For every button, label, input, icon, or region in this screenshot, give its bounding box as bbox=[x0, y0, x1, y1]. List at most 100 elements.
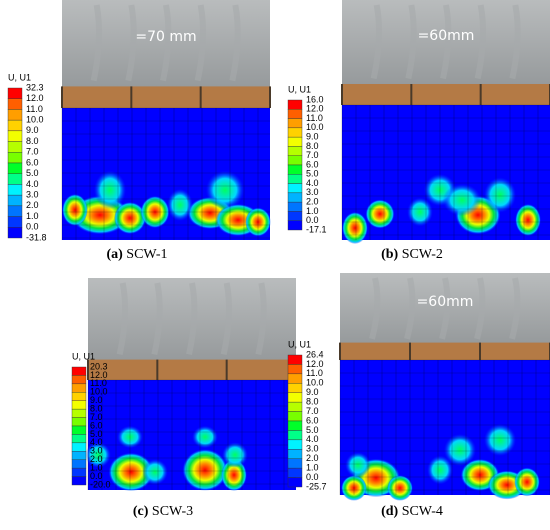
legend-label: 6.0 bbox=[26, 157, 39, 167]
legend-label: 0.0 bbox=[26, 222, 39, 232]
legend-label: 3.0 bbox=[306, 444, 319, 454]
caption-name: SCW-1 bbox=[126, 247, 167, 262]
displacement-blob bbox=[85, 442, 111, 468]
legend-band bbox=[7, 216, 23, 228]
legend-band bbox=[287, 467, 303, 478]
wall-fold bbox=[440, 4, 452, 80]
caption-name: SCW-2 bbox=[402, 247, 443, 262]
legend-label: 5.0 bbox=[306, 169, 319, 179]
legend-label: 20.3 bbox=[90, 361, 108, 371]
legend-band bbox=[287, 430, 303, 441]
panel: =70 mm U, U132.312.011.010.09.08.07.06.05… bbox=[7, 0, 271, 262]
wall-fold bbox=[116, 282, 129, 356]
legend-label: 8.0 bbox=[90, 404, 103, 414]
legend-band bbox=[287, 99, 303, 110]
displacement-blob bbox=[387, 475, 413, 501]
displacement-blob bbox=[62, 194, 88, 226]
wall-fold bbox=[151, 282, 163, 356]
displacement-blob bbox=[442, 184, 482, 216]
legend-band bbox=[71, 366, 87, 376]
legend-band bbox=[7, 98, 23, 110]
legend-band bbox=[7, 173, 23, 185]
caption: (c) SCW-3 bbox=[133, 504, 193, 519]
legend-band bbox=[7, 205, 23, 217]
legend-band bbox=[287, 183, 303, 194]
wall-fold bbox=[90, 4, 103, 82]
legend-label: 7.0 bbox=[26, 147, 39, 157]
base-beam bbox=[62, 86, 270, 108]
displacement-blob bbox=[345, 452, 371, 478]
panel: =60mm U, U126.412.011.010.09.08.07.06.05.… bbox=[287, 273, 550, 519]
wall-fold bbox=[404, 277, 416, 340]
legend-label: 2.0 bbox=[26, 200, 39, 210]
legend-label: 6.0 bbox=[90, 420, 103, 430]
legend-band bbox=[287, 127, 303, 138]
legend-label: 11.0 bbox=[306, 368, 323, 378]
photo-text: =60mm bbox=[417, 294, 474, 310]
legend-band bbox=[71, 417, 87, 427]
wall-fold bbox=[160, 4, 172, 82]
legend-band bbox=[71, 442, 87, 452]
legend-band bbox=[71, 459, 87, 469]
legend-band bbox=[287, 136, 303, 147]
displacement-blob bbox=[514, 467, 540, 497]
legend-label: 4.0 bbox=[306, 434, 319, 444]
legend-band bbox=[7, 87, 23, 99]
legend-band bbox=[287, 411, 303, 422]
caption-label: (d) bbox=[381, 504, 398, 519]
legend-label: 12.0 bbox=[306, 359, 324, 369]
legend-label: 4.0 bbox=[306, 178, 319, 188]
wall-fold bbox=[439, 277, 451, 340]
legend-label: 6.0 bbox=[306, 415, 319, 425]
legend-band bbox=[71, 425, 87, 435]
displacement-blob bbox=[222, 442, 248, 468]
caption-name: SCW-3 bbox=[152, 504, 193, 519]
caption: (a) SCW-1 bbox=[106, 247, 167, 262]
legend-label: 12.0 bbox=[26, 93, 44, 103]
wall-fold bbox=[405, 4, 417, 80]
legend-band bbox=[71, 400, 87, 410]
legend-title: U, U1 bbox=[288, 339, 311, 349]
legend-label: 4.0 bbox=[26, 179, 39, 189]
legend-band bbox=[287, 401, 303, 412]
legend-label: 5.0 bbox=[26, 168, 39, 178]
legend-label: -20.0 bbox=[90, 479, 111, 489]
legend-label: 26.4 bbox=[306, 349, 324, 359]
displacement-blob bbox=[167, 189, 193, 221]
wall-fold bbox=[125, 4, 137, 82]
wall-fold bbox=[370, 4, 383, 80]
legend-band bbox=[71, 434, 87, 444]
legend-label: 2.0 bbox=[306, 453, 319, 463]
legend-title: U, U1 bbox=[72, 351, 95, 361]
wall-fold bbox=[474, 277, 486, 340]
displacement-blob bbox=[221, 459, 247, 491]
legend-label: 3.0 bbox=[26, 190, 39, 200]
legend-label: 8.0 bbox=[306, 141, 319, 151]
base-beam bbox=[340, 342, 550, 360]
legend-band bbox=[7, 119, 23, 132]
caption-label: (b) bbox=[381, 247, 398, 262]
legend-label: 7.0 bbox=[306, 150, 319, 160]
displacement-blob bbox=[94, 170, 126, 210]
legend-band bbox=[7, 184, 23, 196]
legend-label: 7.0 bbox=[306, 406, 319, 416]
displacement-blob bbox=[407, 197, 433, 227]
legend-label: 10.0 bbox=[306, 378, 324, 388]
displacement-blob bbox=[245, 207, 271, 237]
legend-label: 9.0 bbox=[306, 387, 319, 397]
legend-band bbox=[71, 451, 87, 460]
legend-label: 10.0 bbox=[306, 122, 324, 132]
displacement-blob bbox=[182, 449, 228, 491]
legend-label: 3.0 bbox=[90, 446, 103, 456]
wall-fold bbox=[194, 4, 207, 82]
legend-band bbox=[287, 109, 303, 119]
legend-band bbox=[71, 476, 87, 486]
legend-label: 0.0 bbox=[90, 471, 103, 481]
legend-title: U, U1 bbox=[288, 84, 311, 94]
legend-band bbox=[7, 227, 23, 239]
legend-band bbox=[287, 392, 303, 403]
displacement-blob bbox=[140, 196, 170, 228]
displacement-blob bbox=[484, 177, 516, 213]
legend-band bbox=[287, 449, 303, 459]
legend-label: 32.3 bbox=[26, 82, 44, 92]
